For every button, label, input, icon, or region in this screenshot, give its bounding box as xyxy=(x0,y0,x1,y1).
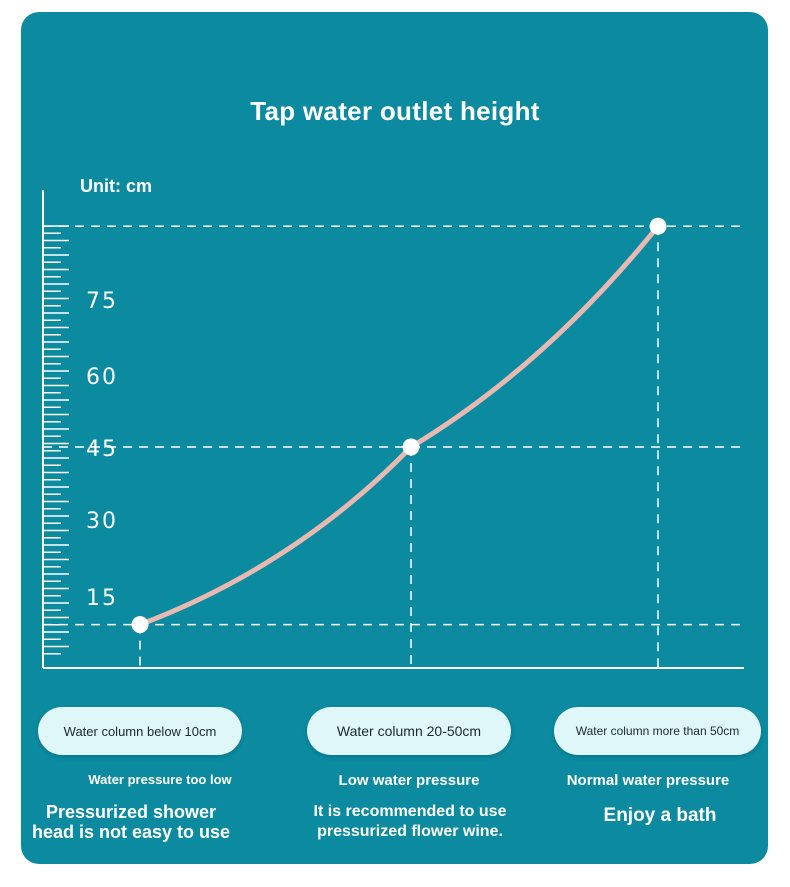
unit-label: Unit: cm xyxy=(80,176,152,196)
series-line xyxy=(137,223,661,628)
category-pill-20-50cm: Water column 20-50cm xyxy=(307,707,511,755)
y-tick-label: 45 xyxy=(86,437,118,462)
advice-line: Enjoy a bath xyxy=(603,805,717,826)
data-point xyxy=(402,438,420,456)
y-tick-label: 15 xyxy=(86,586,118,611)
advice-line: It is recommended to use xyxy=(313,803,507,820)
status-normal-pressure: Normal water pressure xyxy=(566,772,730,789)
category-pill-more-than-50cm: Water column more than 50cm xyxy=(554,707,761,755)
advice-line: head is not easy to use xyxy=(31,822,231,842)
category-pill-below-10cm: Water column below 10cm xyxy=(38,707,242,755)
y-tick-label: 30 xyxy=(86,509,118,534)
advice-more-than-50cm: Enjoy a bath xyxy=(560,806,760,826)
status-pressure-too-low: Water pressure too low xyxy=(88,772,232,787)
status-low-pressure: Low water pressure xyxy=(338,772,480,789)
y-tick-label: 60 xyxy=(86,365,118,390)
advice-20-50cm: It is recommended to use pressurized flo… xyxy=(290,802,530,842)
advice-below-10cm: Pressurized shower head is not easy to u… xyxy=(20,802,242,842)
advice-line: Pressurized shower xyxy=(45,802,217,822)
advice-line: pressurized flower wine. xyxy=(317,823,503,840)
chart-title: Tap water outlet height xyxy=(250,96,540,126)
y-tick-label: 75 xyxy=(86,289,118,314)
data-point xyxy=(131,616,149,634)
data-point xyxy=(649,217,667,235)
